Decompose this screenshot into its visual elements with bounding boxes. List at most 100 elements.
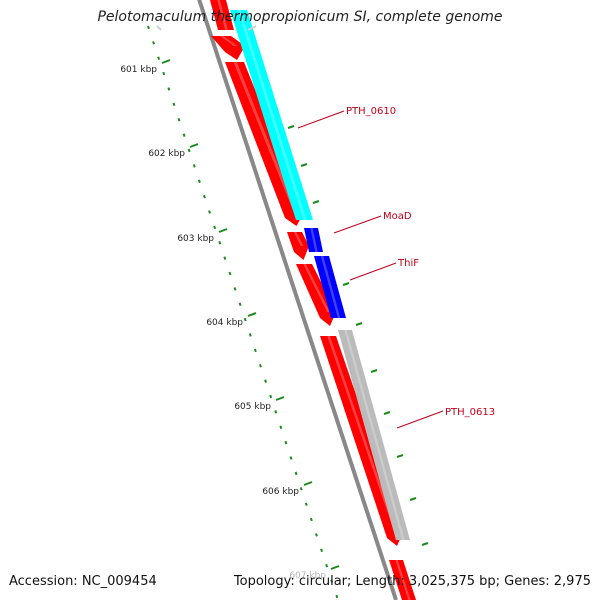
gene-pth-0613-shine xyxy=(344,330,405,540)
ruler-dot xyxy=(182,133,186,137)
minor-tick xyxy=(409,497,417,501)
major-tick xyxy=(161,59,171,64)
ruler-dot xyxy=(152,41,155,45)
ruler-dot xyxy=(325,563,329,568)
cds-block-shine xyxy=(293,232,304,246)
gene-label: ThiF xyxy=(397,258,419,269)
ruler-dot xyxy=(208,210,211,214)
cds-block-shine xyxy=(327,336,397,532)
ruler-dot xyxy=(238,302,242,306)
ruler-dot xyxy=(213,225,217,230)
gene-label: PTH_0610 xyxy=(346,106,396,117)
minor-tick xyxy=(247,25,257,31)
minor-tick xyxy=(312,200,320,204)
feature-track xyxy=(156,0,429,600)
ruler-dot xyxy=(279,425,283,430)
ruler-dot xyxy=(284,440,288,445)
major-tick xyxy=(247,312,257,317)
major-tick xyxy=(330,565,340,570)
kbp-label: 604 kbp xyxy=(206,318,243,328)
ruler-dot xyxy=(157,56,161,60)
ruler-dot xyxy=(167,87,171,91)
major-tick xyxy=(218,228,228,233)
ruler-dot xyxy=(177,117,181,122)
minor-tick xyxy=(396,454,404,458)
leader-line xyxy=(396,410,444,429)
kbp-label: 605 kbp xyxy=(234,402,271,412)
cds-block xyxy=(320,336,403,546)
kbp-label: 601 kbp xyxy=(120,65,157,75)
ruler-dot xyxy=(233,287,237,291)
ruler-dot xyxy=(315,533,318,537)
topology-summary: Topology: circular; Length: 3,025,375 bp… xyxy=(233,574,591,589)
backbone-line xyxy=(197,0,398,600)
ruler-dot xyxy=(172,102,176,107)
ruler-dot xyxy=(223,256,227,260)
kbp-label: 607 kbp xyxy=(289,571,326,581)
ruler-dot xyxy=(248,333,252,337)
gene-label: PTH_0613 xyxy=(445,407,495,418)
minor-tick xyxy=(287,125,295,129)
gene-label: MoaD xyxy=(383,211,412,222)
kbp-label: 603 kbp xyxy=(177,234,214,244)
ruler-dot xyxy=(259,364,262,368)
gene-thif xyxy=(314,256,346,318)
cds-block-shine xyxy=(395,560,411,600)
cds-block-shine xyxy=(220,36,238,46)
accession-text: Accession: NC_009454 xyxy=(9,574,157,589)
cds-block xyxy=(211,36,245,60)
ruler-dot xyxy=(320,548,323,553)
ruler-dot xyxy=(304,502,308,506)
ruler-dot xyxy=(335,594,339,599)
cds-block xyxy=(389,560,416,600)
ruler-dot xyxy=(243,317,247,322)
cds-block-shine xyxy=(233,62,297,212)
ruler-dot xyxy=(264,379,267,383)
genome-backbone xyxy=(197,0,398,600)
major-tick xyxy=(189,143,199,148)
minor-tick xyxy=(383,411,391,415)
ruler-dot xyxy=(162,71,166,76)
leader-line xyxy=(349,262,397,281)
major-tick xyxy=(275,396,285,401)
ruler-dot xyxy=(197,179,201,183)
gene-moad-shine xyxy=(310,228,318,252)
ruler-dot xyxy=(218,240,222,245)
cds-block xyxy=(210,0,234,30)
gene-pth-0610-shine xyxy=(237,10,307,220)
cds-block-shine xyxy=(303,264,330,312)
ruler-dot xyxy=(299,487,303,491)
minor-tick xyxy=(355,322,363,326)
ruler-dot xyxy=(228,271,232,276)
ruler-dot xyxy=(330,579,334,583)
minor-tick xyxy=(342,282,350,286)
gene-labels: PTH_0610 MoaD ThiF PTH_0613 xyxy=(297,106,495,429)
ruler-dot xyxy=(156,25,162,31)
ruler-dot xyxy=(289,456,293,460)
map-title: Pelotomaculum thermopropionicum SI, comp… xyxy=(97,9,503,25)
cds-block xyxy=(225,62,304,226)
ruler-dot xyxy=(147,25,150,30)
cds-block xyxy=(296,264,336,326)
minor-tick xyxy=(370,369,378,373)
kbp-label: 606 kbp xyxy=(262,487,299,497)
ruler-dot xyxy=(274,410,278,414)
ruler-dot xyxy=(309,517,313,522)
leader-line xyxy=(333,215,382,234)
gene-thif-shine xyxy=(320,256,341,318)
ruler-dot xyxy=(253,348,257,353)
ruler-dot xyxy=(294,471,298,476)
leader-line xyxy=(297,110,345,129)
minor-tick xyxy=(300,163,308,167)
gene-pth-0613 xyxy=(338,330,410,540)
gene-moad xyxy=(304,228,323,252)
cds-block-shine xyxy=(217,0,228,30)
minor-tick xyxy=(421,542,429,546)
kbp-label: 602 kbp xyxy=(148,149,185,159)
gene-pth-0610 xyxy=(230,10,313,220)
major-tick xyxy=(303,481,313,486)
kbp-ruler: 601 kbp 602 kbp 603 kbp 604 kbp 605 kbp 606 k… xyxy=(120,25,340,599)
ruler-dot xyxy=(192,164,196,168)
ruler-dot xyxy=(187,148,191,153)
